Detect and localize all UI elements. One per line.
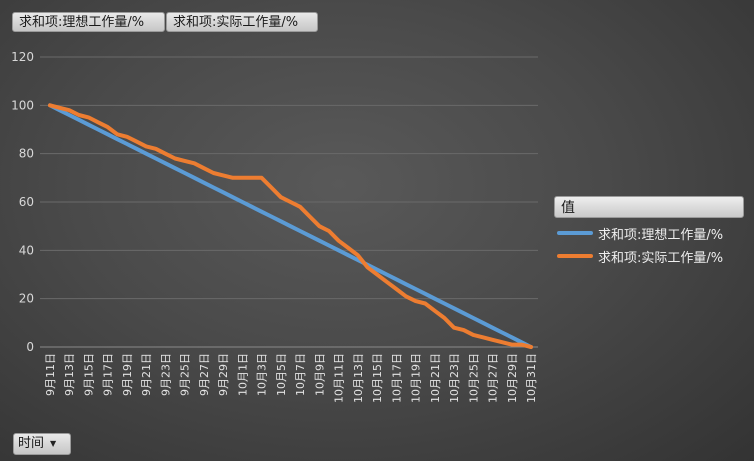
- time-filter-label: 时间: [18, 436, 45, 451]
- x-tick-label: 10月5日: [275, 353, 288, 396]
- x-tick-label: 10月11日: [333, 353, 346, 403]
- x-tick-label: 9月21日: [140, 353, 153, 396]
- x-tick-label: 10月7日: [294, 353, 307, 396]
- legend-title[interactable]: 值: [554, 196, 744, 218]
- gridlines: [40, 56, 538, 348]
- x-tick-label: 10月17日: [390, 353, 403, 403]
- x-tick-label: 10月13日: [352, 353, 365, 403]
- field-button-ideal-workload[interactable]: 求和项:理想工作量/%: [12, 12, 165, 32]
- legend-label-actual: 求和项:实际工作量/%: [598, 250, 724, 266]
- x-tick-label: 10月31日: [525, 353, 538, 403]
- time-filter-dropdown[interactable]: 时间 ▼: [13, 433, 71, 455]
- x-tick-label: 10月1日: [236, 353, 249, 396]
- x-tick-label: 9月13日: [63, 353, 76, 396]
- legend-swatch-actual: [557, 254, 593, 258]
- y-tick-label: 100: [11, 98, 34, 112]
- legend-swatch-ideal: [557, 231, 593, 235]
- x-axis-tick-labels: 9月11日 9月13日 9月15日 9月17日 9月19日 9月21日 9月23日 9月25日…: [44, 353, 538, 403]
- x-tick-label: 10月21日: [429, 353, 442, 403]
- y-tick-label: 60: [19, 195, 34, 209]
- y-tick-label: 120: [11, 50, 34, 64]
- series-line-actual[interactable]: [48, 103, 533, 349]
- field-button-actual-workload[interactable]: 求和项:实际工作量/%: [166, 12, 318, 32]
- x-tick-label: 9月25日: [179, 353, 192, 396]
- y-tick-label: 80: [19, 147, 34, 161]
- dropdown-arrow-icon: ▼: [50, 439, 57, 448]
- x-tick-label: 9月23日: [159, 353, 172, 396]
- series-line-ideal[interactable]: [48, 103, 533, 349]
- y-tick-label: 20: [19, 292, 34, 306]
- legend-label-ideal: 求和项:理想工作量/%: [598, 227, 724, 243]
- x-tick-label: 9月27日: [198, 353, 211, 396]
- x-tick-label: 10月19日: [410, 353, 423, 403]
- x-tick-label: 9月19日: [121, 353, 134, 396]
- x-tick-label: 9月15日: [82, 353, 95, 396]
- x-tick-label: 10月27日: [487, 353, 500, 403]
- x-tick-label: 9月17日: [102, 353, 115, 396]
- x-tick-label: 10月29日: [506, 353, 519, 403]
- x-tick-label: 10月3日: [256, 353, 269, 396]
- x-tick-label: 10月25日: [467, 353, 480, 403]
- y-axis-tick-labels: 0 20 40 60 80 100 120: [11, 50, 34, 354]
- x-tick-label: 10月23日: [448, 353, 461, 403]
- x-tick-label: 10月15日: [371, 353, 384, 403]
- legend-item-actual: 求和项:实际工作量/%: [557, 246, 723, 266]
- legend-item-ideal: 求和项:理想工作量/%: [557, 223, 723, 243]
- x-tick-label: 9月29日: [217, 353, 230, 396]
- chart-series: [48, 103, 533, 349]
- x-tick-label: 10月9日: [313, 353, 326, 396]
- x-tick-label: 9月11日: [44, 353, 57, 396]
- y-tick-label: 40: [19, 243, 34, 257]
- y-tick-label: 0: [26, 340, 34, 354]
